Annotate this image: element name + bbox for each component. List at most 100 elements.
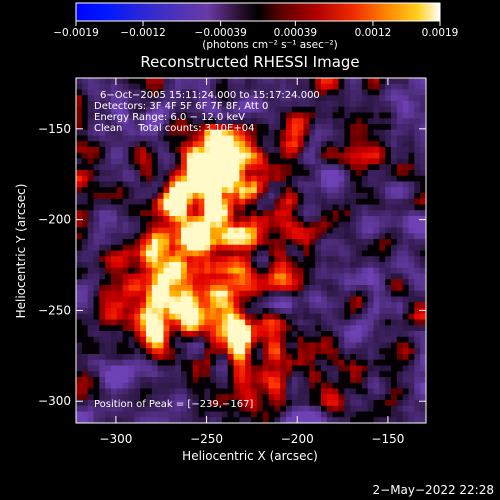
heatmap-cell xyxy=(332,210,340,217)
heatmap-cell xyxy=(256,118,264,125)
heatmap-cell xyxy=(367,210,375,217)
heatmap-cell xyxy=(151,152,159,160)
heatmap-cell xyxy=(76,411,83,418)
heatmap-cell xyxy=(274,233,281,240)
heatmap-cell xyxy=(303,285,310,292)
heatmap-cell xyxy=(111,181,118,188)
heatmap-cell xyxy=(192,285,200,292)
heatmap-cell xyxy=(221,279,229,286)
heatmap-cell xyxy=(332,181,340,188)
heatmap-cell xyxy=(192,152,200,160)
heatmap-cell xyxy=(192,319,200,326)
heatmap-cell xyxy=(379,405,386,413)
heatmap-cell xyxy=(385,221,392,229)
heatmap-cell xyxy=(332,359,340,367)
heatmap-cell xyxy=(373,354,380,361)
heatmap-cell xyxy=(326,106,334,114)
heatmap-cell xyxy=(134,135,141,142)
heatmap-cell xyxy=(309,279,316,286)
heatmap-cell xyxy=(408,193,415,200)
heatmap-cell xyxy=(105,411,112,418)
heatmap-cell xyxy=(157,210,165,217)
heatmap-cell xyxy=(198,285,205,292)
heatmap-cell xyxy=(111,187,118,194)
heatmap-cell xyxy=(303,175,310,183)
heatmap-cell xyxy=(169,290,176,298)
heatmap-cell xyxy=(385,348,392,355)
heatmap-cell xyxy=(379,170,386,177)
heatmap-cell xyxy=(251,325,258,332)
heatmap-cell xyxy=(350,354,357,361)
heatmap-cell xyxy=(326,164,334,171)
heatmap-cell xyxy=(111,325,118,332)
heatmap-cell xyxy=(280,325,287,332)
heatmap-cell xyxy=(251,129,258,137)
heatmap-cell xyxy=(76,198,83,206)
heatmap-cell xyxy=(93,198,100,206)
heatmap-cell xyxy=(385,89,392,96)
heatmap-cell xyxy=(210,135,217,142)
heatmap-cell xyxy=(169,83,176,91)
heatmap-cell xyxy=(216,394,223,401)
heatmap-cell xyxy=(291,158,299,165)
heatmap-cell xyxy=(262,204,270,211)
heatmap-cell xyxy=(402,181,410,188)
heatmap-cell xyxy=(385,296,392,303)
heatmap-cell xyxy=(216,377,223,384)
heatmap-cell xyxy=(291,405,299,413)
heatmap-cell xyxy=(186,95,194,102)
heatmap-cell xyxy=(245,388,252,395)
heatmap-cell xyxy=(291,279,299,286)
heatmap-cell xyxy=(396,221,404,229)
heatmap-cell xyxy=(186,348,194,355)
heatmap-cell xyxy=(356,377,363,384)
heatmap-cell xyxy=(367,244,375,252)
heatmap-cell xyxy=(402,239,410,246)
heatmap-cell xyxy=(408,285,415,292)
heatmap-cell xyxy=(169,411,176,418)
heatmap-cell xyxy=(81,181,89,188)
heatmap-cell xyxy=(186,118,194,125)
heatmap-cell xyxy=(198,388,205,395)
heatmap-cell xyxy=(169,394,176,401)
heatmap-cell xyxy=(146,359,153,367)
heatmap-cell xyxy=(321,239,328,246)
heatmap-cell xyxy=(116,227,124,234)
heatmap-cell xyxy=(396,331,404,338)
heatmap-cell xyxy=(356,89,363,96)
heatmap-cell xyxy=(245,417,252,423)
heatmap-cell xyxy=(122,400,130,407)
heatmap-cell xyxy=(99,89,106,96)
heatmap-cell xyxy=(151,290,159,298)
heatmap-cell xyxy=(198,417,205,423)
heatmap-cell xyxy=(233,216,240,223)
heatmap-cell xyxy=(391,302,398,309)
heatmap-cell xyxy=(262,193,270,200)
heatmap-cell xyxy=(350,227,357,234)
heatmap-cell xyxy=(344,354,351,361)
heatmap-cell xyxy=(420,170,426,177)
heatmap-cell xyxy=(256,106,264,114)
heatmap-cell xyxy=(163,135,170,142)
heatmap-cell xyxy=(151,302,159,309)
y-tick-label: −200 xyxy=(38,213,71,227)
heatmap-cell xyxy=(297,118,305,125)
heatmap-cell xyxy=(291,331,299,338)
heatmap-cell xyxy=(221,106,229,114)
heatmap-cell xyxy=(286,141,293,148)
heatmap-cell xyxy=(408,221,415,229)
heatmap-cell xyxy=(262,290,270,298)
heatmap-cell xyxy=(163,336,170,344)
heatmap-cell xyxy=(297,204,305,211)
heatmap-cell xyxy=(396,296,404,303)
heatmap-cell xyxy=(280,239,287,246)
heatmap-cell xyxy=(303,359,310,367)
heatmap-cell xyxy=(227,227,235,234)
heatmap-cell xyxy=(286,354,293,361)
heatmap-cell xyxy=(122,227,130,234)
heatmap-cell xyxy=(297,296,305,303)
heatmap-cell xyxy=(379,152,386,160)
heatmap-cell xyxy=(175,147,182,154)
heatmap-cell xyxy=(198,118,205,125)
heatmap-cell xyxy=(210,388,217,395)
